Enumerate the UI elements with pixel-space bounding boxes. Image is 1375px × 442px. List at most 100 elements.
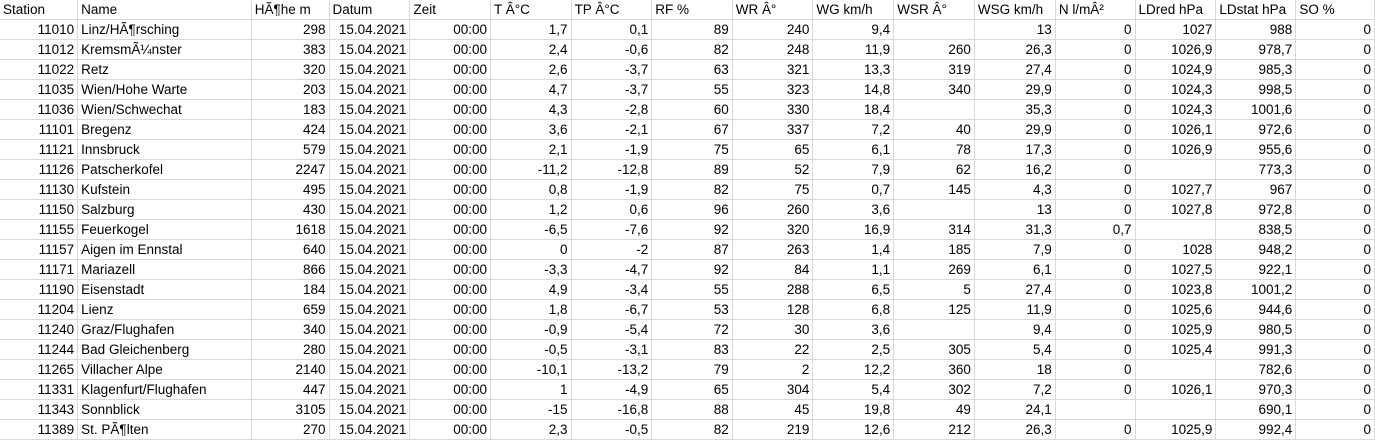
cell-name[interactable]: KremsmÃ¼nster [77,39,252,60]
cell-station[interactable]: 11244 [0,339,79,360]
cell-ldred[interactable] [1135,399,1217,420]
cell-wsr[interactable] [893,319,975,340]
cell-wg[interactable]: 5,4 [812,379,895,400]
cell-t[interactable]: 4,3 [490,99,572,120]
cell-rf[interactable]: 55 [651,79,733,100]
cell-wr[interactable]: 128 [732,299,814,320]
cell-t[interactable]: -15 [490,399,572,420]
cell-station[interactable]: 11101 [0,119,79,140]
cell-ldstat[interactable]: 1001,6 [1215,99,1297,120]
cell-station[interactable]: 11331 [0,379,79,400]
cell-wsr[interactable]: 40 [893,119,975,140]
cell-ldred[interactable]: 1028 [1135,239,1217,260]
cell-station[interactable]: 11022 [0,59,79,80]
cell-wsr[interactable]: 185 [893,239,975,260]
cell-so[interactable]: 0 [1295,79,1375,100]
cell-ldstat[interactable]: 972,6 [1215,119,1297,140]
cell-hoehe[interactable]: 430 [251,199,330,220]
cell-wsg[interactable]: 7,9 [974,239,1056,260]
cell-n[interactable]: 0 [1055,119,1136,140]
cell-so[interactable]: 0 [1295,299,1375,320]
cell-n[interactable]: 0 [1055,319,1136,340]
cell-hoehe[interactable]: 270 [251,419,330,440]
cell-zeit[interactable]: 00:00 [409,179,491,200]
cell-station[interactable]: 11265 [0,359,79,380]
cell-name[interactable]: Innsbruck [77,139,252,160]
cell-ldred[interactable]: 1025,9 [1135,419,1217,440]
cell-ldstat[interactable]: 991,3 [1215,339,1297,360]
cell-ldstat[interactable]: 998,5 [1215,79,1297,100]
column-header-ldred[interactable]: LDred hPa [1135,0,1217,20]
cell-ldred[interactable]: 1025,4 [1135,339,1217,360]
cell-t[interactable]: -0,9 [490,319,572,340]
cell-hoehe[interactable]: 184 [251,279,330,300]
cell-tp[interactable]: -3,4 [571,279,653,300]
cell-wg[interactable]: 19,8 [812,399,895,420]
cell-n[interactable]: 0 [1055,379,1136,400]
cell-rf[interactable]: 82 [651,179,733,200]
cell-n[interactable]: 0 [1055,239,1136,260]
cell-wsg[interactable]: 17,3 [974,139,1056,160]
cell-wg[interactable]: 18,4 [812,99,895,120]
cell-station[interactable]: 11155 [0,219,79,240]
cell-hoehe[interactable]: 2140 [251,359,330,380]
cell-wr[interactable]: 321 [732,59,814,80]
cell-name[interactable]: Bad Gleichenberg [77,339,252,360]
column-header-so[interactable]: SO % [1295,0,1375,20]
cell-wg[interactable]: 7,2 [812,119,895,140]
column-header-zeit[interactable]: Zeit [409,0,491,20]
cell-zeit[interactable]: 00:00 [409,299,491,320]
column-header-datum[interactable]: Datum [329,0,411,20]
cell-datum[interactable]: 15.04.2021 [329,319,411,340]
cell-so[interactable]: 0 [1295,99,1375,120]
cell-so[interactable]: 0 [1295,159,1375,180]
cell-tp[interactable]: -2,8 [571,99,653,120]
cell-tp[interactable]: 0,1 [571,19,653,40]
cell-zeit[interactable]: 00:00 [409,319,491,340]
cell-station[interactable]: 11130 [0,179,79,200]
cell-so[interactable]: 0 [1295,139,1375,160]
column-header-station[interactable]: Station [0,0,79,20]
cell-zeit[interactable]: 00:00 [409,419,491,440]
cell-wg[interactable]: 1,1 [812,259,895,280]
cell-wsr[interactable]: 360 [893,359,975,380]
cell-tp[interactable]: -0,6 [571,39,653,60]
cell-hoehe[interactable]: 640 [251,239,330,260]
cell-station[interactable]: 11036 [0,99,79,120]
cell-so[interactable]: 0 [1295,199,1375,220]
cell-name[interactable]: Eisenstadt [77,279,252,300]
cell-t[interactable]: 1 [490,379,572,400]
cell-t[interactable]: 2,3 [490,419,572,440]
cell-wsg[interactable]: 27,4 [974,279,1056,300]
cell-wsg[interactable]: 4,3 [974,179,1056,200]
cell-name[interactable]: Feuerkogel [77,219,252,240]
cell-wsg[interactable]: 13 [974,19,1056,40]
cell-datum[interactable]: 15.04.2021 [329,399,411,420]
cell-hoehe[interactable]: 659 [251,299,330,320]
cell-wsg[interactable]: 11,9 [974,299,1056,320]
cell-datum[interactable]: 15.04.2021 [329,139,411,160]
cell-wsr[interactable]: 49 [893,399,975,420]
cell-hoehe[interactable]: 298 [251,19,330,40]
cell-tp[interactable]: -1,9 [571,139,653,160]
cell-zeit[interactable]: 00:00 [409,39,491,60]
cell-ldred[interactable]: 1026,9 [1135,39,1217,60]
cell-t[interactable]: 2,1 [490,139,572,160]
cell-datum[interactable]: 15.04.2021 [329,119,411,140]
cell-name[interactable]: Retz [77,59,252,80]
cell-ldred[interactable]: 1025,6 [1135,299,1217,320]
cell-zeit[interactable]: 00:00 [409,119,491,140]
cell-n[interactable]: 0 [1055,339,1136,360]
cell-wsr[interactable]: 125 [893,299,975,320]
cell-hoehe[interactable]: 320 [251,59,330,80]
cell-zeit[interactable]: 00:00 [409,199,491,220]
cell-ldred[interactable]: 1027,5 [1135,259,1217,280]
cell-tp[interactable]: -2,1 [571,119,653,140]
cell-datum[interactable]: 15.04.2021 [329,259,411,280]
cell-wg[interactable]: 11,9 [812,39,895,60]
cell-wsr[interactable]: 78 [893,139,975,160]
cell-hoehe[interactable]: 183 [251,99,330,120]
cell-wsg[interactable]: 31,3 [974,219,1056,240]
cell-ldstat[interactable]: 992,4 [1215,419,1297,440]
cell-wsg[interactable]: 13 [974,199,1056,220]
